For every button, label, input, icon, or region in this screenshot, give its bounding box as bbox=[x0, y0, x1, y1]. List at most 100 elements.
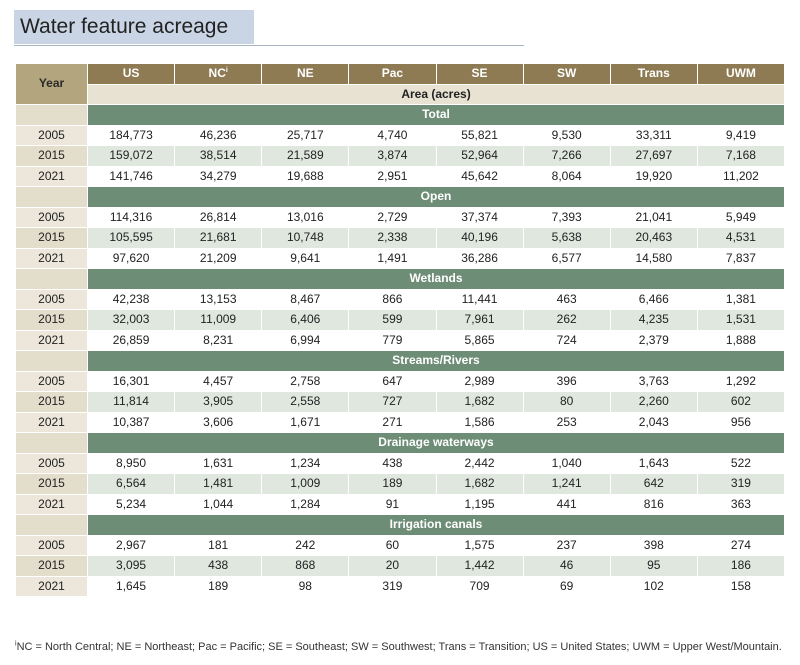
value-cell: 40,196 bbox=[435, 227, 524, 249]
year-cell: 2015 bbox=[15, 473, 88, 495]
value-cell: 26,859 bbox=[86, 329, 176, 351]
value-cell: 7,393 bbox=[522, 206, 611, 228]
value-cell: 14,580 bbox=[609, 247, 698, 269]
value-cell: 189 bbox=[174, 575, 263, 597]
value-cell: 1,645 bbox=[86, 575, 176, 597]
year-cell: 2021 bbox=[15, 493, 88, 515]
column-header: US bbox=[86, 63, 176, 85]
value-cell: 42,238 bbox=[86, 288, 176, 310]
column-header: Pac bbox=[348, 63, 437, 85]
section-spacer bbox=[15, 514, 88, 536]
table-row: 2021 141,746 34,279 19,688 2,951 45,642 8,064 1… bbox=[15, 165, 786, 187]
table-row: 2005 16,301 4,457 2,758 647 2,989 396 3,763 1,29… bbox=[15, 370, 786, 392]
value-cell: 2,442 bbox=[435, 452, 524, 474]
area-header: Area (acres) bbox=[87, 83, 785, 105]
value-cell: 45,642 bbox=[435, 165, 524, 187]
value-cell: 2,729 bbox=[348, 206, 437, 228]
value-cell: 8,231 bbox=[174, 329, 263, 351]
value-cell: 20 bbox=[348, 555, 437, 577]
value-cell: 319 bbox=[696, 473, 786, 495]
year-cell: 2015 bbox=[15, 555, 88, 577]
table-row: 2005 42,238 13,153 8,467 866 11,441 463 6,466 1,… bbox=[15, 288, 786, 310]
value-cell: 727 bbox=[348, 391, 437, 413]
table-row: 2015 11,814 3,905 2,558 727 1,682 80 2,260 602 bbox=[15, 391, 786, 413]
section-spacer bbox=[15, 432, 88, 454]
page-title: Water feature acreage bbox=[20, 15, 229, 38]
value-cell: 91 bbox=[348, 493, 437, 515]
value-cell: 21,209 bbox=[174, 247, 263, 269]
value-cell: 1,481 bbox=[174, 473, 263, 495]
value-cell: 1,442 bbox=[435, 555, 524, 577]
value-cell: 27,697 bbox=[609, 145, 698, 167]
value-cell: 647 bbox=[348, 370, 437, 392]
table-row: 2021 26,859 8,231 6,994 779 5,865 724 2,379 1,88… bbox=[15, 329, 786, 351]
table-row: 2021 5,234 1,044 1,284 91 1,195 441 816 363 bbox=[15, 493, 786, 515]
value-cell: 2,379 bbox=[609, 329, 698, 351]
value-cell: 33,311 bbox=[609, 124, 698, 146]
value-cell: 271 bbox=[348, 411, 437, 433]
table-body: Total 2005 184,773 46,236 25,717 4,740 55,821 9… bbox=[15, 104, 786, 597]
value-cell: 37,374 bbox=[435, 206, 524, 228]
value-cell: 242 bbox=[261, 534, 350, 556]
value-cell: 599 bbox=[348, 309, 437, 331]
year-cell: 2005 bbox=[15, 288, 88, 310]
section-header: Drainage waterways bbox=[87, 432, 785, 454]
value-cell: 19,688 bbox=[261, 165, 350, 187]
value-cell: 186 bbox=[696, 555, 786, 577]
value-cell: 3,763 bbox=[609, 370, 698, 392]
column-header: NCi bbox=[174, 63, 263, 85]
value-cell: 1,643 bbox=[609, 452, 698, 474]
value-cell: 16,301 bbox=[86, 370, 176, 392]
value-cell: 3,095 bbox=[86, 555, 176, 577]
value-cell: 1,586 bbox=[435, 411, 524, 433]
year-cell: 2005 bbox=[15, 370, 88, 392]
footnote-marker: i bbox=[225, 67, 228, 74]
value-cell: 253 bbox=[522, 411, 611, 433]
table-row: 2005 184,773 46,236 25,717 4,740 55,821 9,530 3… bbox=[15, 124, 786, 146]
section-spacer bbox=[15, 104, 88, 126]
value-cell: 1,292 bbox=[696, 370, 786, 392]
value-cell: 52,964 bbox=[435, 145, 524, 167]
value-cell: 11,009 bbox=[174, 309, 263, 331]
value-cell: 4,740 bbox=[348, 124, 437, 146]
year-cell: 2015 bbox=[15, 391, 88, 413]
value-cell: 7,266 bbox=[522, 145, 611, 167]
water-feature-table: Year US NCi NE Pac SE SW Trans UWM Area … bbox=[15, 63, 786, 597]
title-box: Water feature acreage bbox=[14, 10, 254, 44]
footnote-marker: i bbox=[15, 640, 17, 648]
value-cell: 5,234 bbox=[86, 493, 176, 515]
value-cell: 69 bbox=[522, 575, 611, 597]
value-cell: 602 bbox=[696, 391, 786, 413]
value-cell: 1,491 bbox=[348, 247, 437, 269]
value-cell: 46 bbox=[522, 555, 611, 577]
value-cell: 4,457 bbox=[174, 370, 263, 392]
value-cell: 114,316 bbox=[86, 206, 176, 228]
value-cell: 5,638 bbox=[522, 227, 611, 249]
value-cell: 709 bbox=[435, 575, 524, 597]
section-header: Total bbox=[87, 104, 785, 126]
value-cell: 7,837 bbox=[696, 247, 786, 269]
value-cell: 8,064 bbox=[522, 165, 611, 187]
value-cell: 26,814 bbox=[174, 206, 263, 228]
value-cell: 21,589 bbox=[261, 145, 350, 167]
table-row: 2005 2,967 181 242 60 1,575 237 398 274 bbox=[15, 534, 786, 556]
table-row: 2015 3,095 438 868 20 1,442 46 95 186 bbox=[15, 555, 786, 577]
value-cell: 20,463 bbox=[609, 227, 698, 249]
value-cell: 11,441 bbox=[435, 288, 524, 310]
value-cell: 398 bbox=[609, 534, 698, 556]
value-cell: 2,951 bbox=[348, 165, 437, 187]
value-cell: 1,381 bbox=[696, 288, 786, 310]
value-cell: 25,717 bbox=[261, 124, 350, 146]
footnote: iNC = North Central; NE = Northeast; Pac… bbox=[15, 640, 782, 653]
value-cell: 9,641 bbox=[261, 247, 350, 269]
year-cell: 2015 bbox=[15, 145, 88, 167]
value-cell: 105,595 bbox=[86, 227, 176, 249]
value-cell: 237 bbox=[522, 534, 611, 556]
value-cell: 5,949 bbox=[696, 206, 786, 228]
section-header-row: Irrigation canals bbox=[15, 514, 785, 536]
value-cell: 46,236 bbox=[174, 124, 263, 146]
value-cell: 2,043 bbox=[609, 411, 698, 433]
value-cell: 7,961 bbox=[435, 309, 524, 331]
year-cell: 2005 bbox=[15, 206, 88, 228]
value-cell: 21,041 bbox=[609, 206, 698, 228]
